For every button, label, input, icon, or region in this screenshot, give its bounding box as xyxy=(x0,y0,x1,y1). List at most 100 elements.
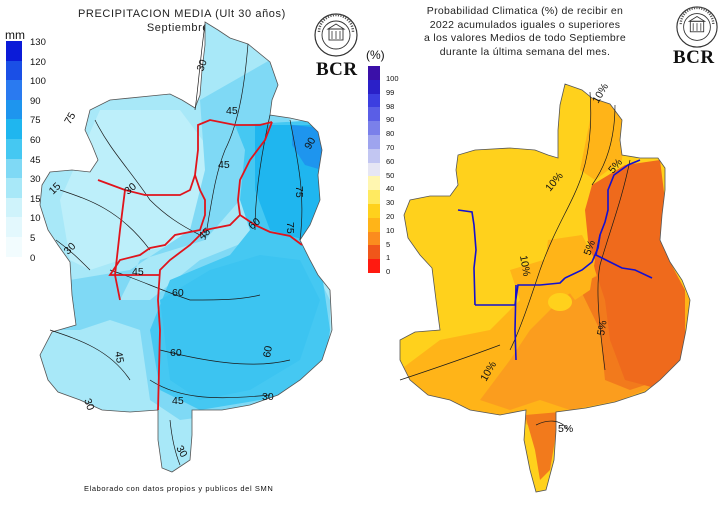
right-legend-swatch xyxy=(368,245,380,260)
right-map-title-line3: a los valores Medios de todo Septiembre xyxy=(424,32,626,44)
right-map-title-line1: Probabilidad Climatica (%) de recibir en xyxy=(426,5,624,17)
contour-label: 45 xyxy=(132,266,144,278)
left-map-title: PRECIPITACION MEDIA (Ult 30 años) Septie… xyxy=(78,7,286,35)
right-legend-swatch xyxy=(368,79,380,94)
right-legend-swatch xyxy=(368,135,380,149)
right-legend-unit: (%) xyxy=(366,48,385,62)
left-legend-swatch xyxy=(6,158,22,179)
right-map-outline xyxy=(399,83,691,493)
right-legend-swatch xyxy=(368,148,380,163)
contour-label: 5% xyxy=(582,239,598,257)
right-legend-swatch xyxy=(368,217,380,232)
left-legend-label: 130 xyxy=(30,37,46,48)
contour-label: 30 xyxy=(262,391,274,403)
contour-label: 75 xyxy=(62,110,78,126)
right-legend-label: 10 xyxy=(386,225,395,235)
probability-fill-zones xyxy=(400,84,690,492)
left-legend-unit: mm xyxy=(5,28,25,42)
contour-label: 75 xyxy=(284,222,296,234)
right-legend-swatch xyxy=(368,93,380,108)
right-legend-label: 90 xyxy=(386,115,395,125)
probability-contours xyxy=(399,91,631,431)
contour-label: 5% xyxy=(558,423,573,435)
province-boundaries-blue xyxy=(457,159,653,361)
contour-label: 60 xyxy=(170,347,182,359)
right-legend-label: 50 xyxy=(386,170,395,180)
left-legend-label: 10 xyxy=(30,213,41,225)
probability-map: 10% 10% 5% 5% 10% 5% 10% 5% xyxy=(399,81,691,493)
bcr-logo-text: BCR xyxy=(316,59,358,80)
right-legend-label: 70 xyxy=(386,143,395,152)
contour-label: 5% xyxy=(595,319,609,336)
left-legend-swatch xyxy=(6,217,22,237)
data-source-footer: Elaborado con datos propios y publicos d… xyxy=(84,484,274,493)
right-legend-swatch xyxy=(368,176,380,191)
left-map-title-line2: Septiembre xyxy=(146,22,210,34)
left-legend-label: 5 xyxy=(30,233,36,244)
precip-contour-labels: 30 75 45 45 30 15 30 45 90 75 60 75 60 6… xyxy=(47,58,319,460)
left-legend-label: 120 xyxy=(30,56,46,68)
left-legend-label: 0 xyxy=(30,252,36,264)
left-map-outline xyxy=(39,21,333,473)
right-legend-label: 100 xyxy=(386,74,399,83)
right-legend-label: 99 xyxy=(386,87,395,97)
left-legend-swatch xyxy=(6,41,22,61)
right-legend-swatch xyxy=(368,190,380,204)
bcr-seal-icon xyxy=(314,13,358,57)
right-legend-swatch xyxy=(368,121,380,135)
left-legend-swatch xyxy=(6,178,22,198)
left-legend-label: 75 xyxy=(30,115,41,127)
contour-label: 45 xyxy=(226,105,238,117)
right-legend-label: 80 xyxy=(386,129,395,139)
contour-label: 45 xyxy=(112,350,126,364)
left-legend-swatch xyxy=(6,119,22,139)
right-legend-swatch xyxy=(368,204,380,218)
right-legend-label: 60 xyxy=(386,156,395,166)
province-boundaries xyxy=(97,119,303,411)
left-legend-swatch xyxy=(6,99,22,120)
contour-label: 45 xyxy=(172,395,184,407)
right-legend-label: 20 xyxy=(386,212,395,221)
bcr-seal-icon xyxy=(676,6,718,48)
contour-label: 30 xyxy=(81,397,96,412)
right-map-title-line4: durante la última semana del mes. xyxy=(439,45,611,58)
contour-label: 10% xyxy=(517,254,532,277)
right-legend-label: 40 xyxy=(386,184,395,194)
right-legend-label: 5 xyxy=(386,239,391,249)
left-legend-label: 15 xyxy=(30,193,41,205)
left-legend-swatch xyxy=(6,139,22,159)
contour-label: 75 xyxy=(293,186,305,198)
left-legend-label: 30 xyxy=(30,174,41,186)
right-legend-label: 0 xyxy=(386,267,391,277)
right-legend-swatch xyxy=(368,66,380,80)
contour-label: 30 xyxy=(173,444,189,460)
right-map-title: Probabilidad Climatica (%) de recibir en… xyxy=(420,5,630,59)
right-legend-swatch xyxy=(368,259,380,273)
contour-label: 90 xyxy=(302,135,318,151)
precipitation-map-panel: PRECIPITACION MEDIA (Ult 30 años) Septie… xyxy=(0,0,360,506)
left-legend-swatch xyxy=(6,80,22,100)
right-legend-label: 98 xyxy=(386,101,395,111)
right-map-title-line2: 2022 acumulados iguales o superiores xyxy=(429,18,621,31)
left-legend-label: 45 xyxy=(30,154,41,166)
left-legend-swatch xyxy=(6,60,22,81)
right-legend-swatch xyxy=(368,162,380,177)
contour-label: 30 xyxy=(195,58,210,73)
precip-contours xyxy=(49,23,303,466)
left-legend-swatch xyxy=(6,237,22,257)
left-legend-label: 60 xyxy=(30,135,41,146)
precipitation-map: 30 75 45 45 30 15 30 45 90 75 60 75 60 6… xyxy=(39,21,333,473)
bcr-logo-text: BCR xyxy=(673,47,715,68)
contour-label: 60 xyxy=(261,345,275,359)
left-legend-label: 90 xyxy=(30,95,41,107)
right-legend-label: 30 xyxy=(386,198,395,208)
right-legend-swatch xyxy=(368,231,380,246)
contour-label: 10% xyxy=(590,81,611,105)
contour-label: 60 xyxy=(172,287,184,299)
left-legend-swatch xyxy=(6,197,22,218)
left-legend-label: 100 xyxy=(30,76,46,88)
probability-map-panel: Probabilidad Climatica (%) de recibir en… xyxy=(360,0,721,506)
contour-label: 45 xyxy=(218,159,230,171)
right-legend-swatch xyxy=(368,107,380,122)
left-map-title-line1: PRECIPITACION MEDIA (Ult 30 años) xyxy=(78,8,286,20)
